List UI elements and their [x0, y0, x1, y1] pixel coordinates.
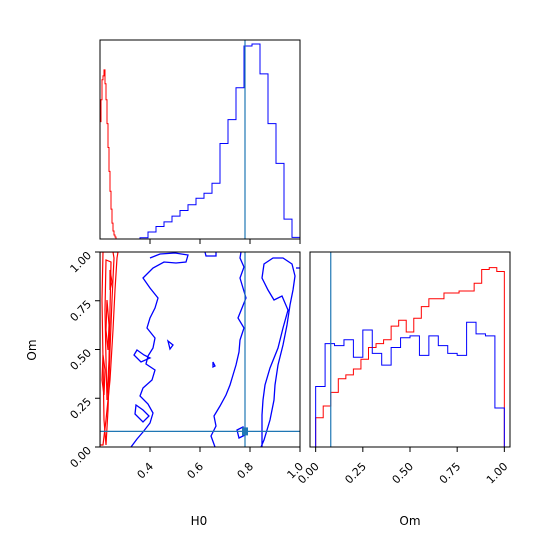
contour-b-outer-right: [210, 252, 247, 447]
contour-b-island1: [133, 349, 152, 363]
om-xtick-label-2: 0.50: [390, 460, 417, 487]
contour-ytick-label-0: 0.00: [68, 444, 95, 471]
contour-ytick-label-2: 0.50: [68, 346, 95, 373]
contour-a-core1: [105, 299, 110, 351]
h0-hist-series-0: [99, 69, 125, 240]
contour-xtick-label-0: 0.4: [135, 460, 157, 482]
contour-xtick-label-2: 0.8: [235, 460, 257, 482]
om-xtick-label-3: 0.75: [437, 460, 464, 487]
contour-b-island5: [212, 361, 216, 369]
contour-a-core3: [109, 269, 113, 291]
om-hist-series-1: [315, 321, 505, 447]
contour-ytick-label-3: 0.75: [68, 298, 95, 325]
om-hist-series-0: [315, 267, 505, 447]
contour-series-a: [100, 252, 119, 446]
contour-ytick-label-1: 0.25: [68, 395, 95, 422]
truth-marker: [242, 427, 248, 436]
contour-a-inner: [104, 259, 112, 401]
contour-a-mid: [101, 252, 115, 446]
h0-hist-series-1: [100, 43, 301, 240]
h0-om-contour-panel: 0.4 0.6 0.8 1.0 0.000.250.500.751.00 H0 Om: [25, 249, 306, 528]
h0-histogram-frame: [99, 39, 301, 240]
om-histogram-panel: 0.00 0.25 0.50 0.75 1.00 Om: [295, 251, 511, 528]
contour-b-island3: [166, 339, 174, 351]
contour-b-outer-left: [130, 252, 189, 447]
contour-b-inner: [260, 257, 296, 447]
contour-series-b: [130, 252, 300, 447]
h0-histogram-panel: [99, 39, 301, 244]
om-xtick-label-4: 1.00: [484, 460, 511, 487]
om-histogram-frame: [309, 251, 511, 448]
contour-b-top-tick: [204, 252, 217, 257]
om-xtick-label-1: 0.25: [342, 460, 369, 487]
om-xlabel: Om: [399, 514, 420, 528]
contour-ytick-label-4: 1.00: [68, 249, 95, 276]
contour-ylabel: Om: [25, 339, 39, 360]
contour-b-island2: [134, 403, 150, 423]
contour-xtick-label-1: 0.6: [185, 460, 207, 482]
contour-a-outer: [100, 252, 119, 446]
contour-xlabel: H0: [191, 514, 208, 528]
contour-a-core2: [101, 354, 106, 396]
